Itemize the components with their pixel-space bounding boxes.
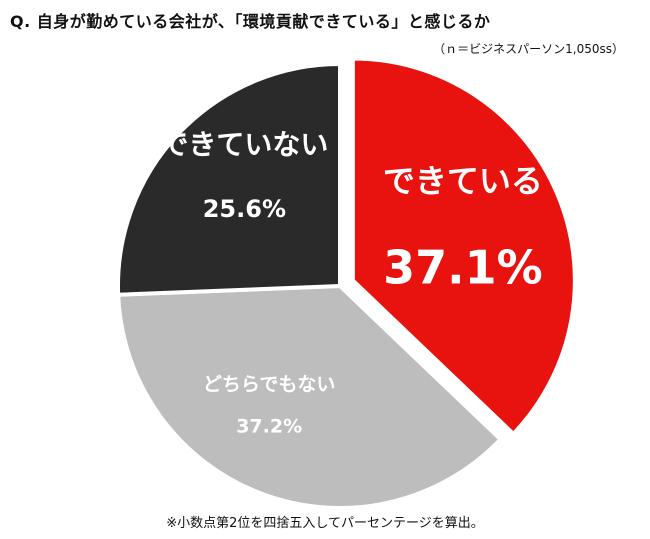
- pie-slice-3: [116, 61, 342, 297]
- pie-slice-2: [116, 283, 504, 510]
- sample-size-note: （ｎ＝ビジネスパーソン1,050ss）: [433, 42, 624, 56]
- slice-value-1: 37.1%: [383, 240, 543, 294]
- slice-label-2: どちらでもない: [203, 373, 335, 395]
- pie-labels: できている 37.1% どちらでもない 37.2% できていない 25.6%: [160, 128, 543, 438]
- slice-label-3: できていない: [160, 128, 328, 161]
- rounding-footnote: ※小数点第2位を四捨五入してパーセンテージを算出。: [166, 516, 484, 531]
- slice-value-2: 37.2%: [236, 415, 302, 437]
- slice-label-1: できている: [383, 162, 543, 200]
- slice-value-3: 25.6%: [203, 195, 286, 223]
- pie-slice-1: [350, 56, 577, 437]
- pie-slices: [116, 56, 577, 510]
- chart-title: Q. 自身が勤めている会社が、「環境貢献できている」と感じるか: [10, 12, 491, 31]
